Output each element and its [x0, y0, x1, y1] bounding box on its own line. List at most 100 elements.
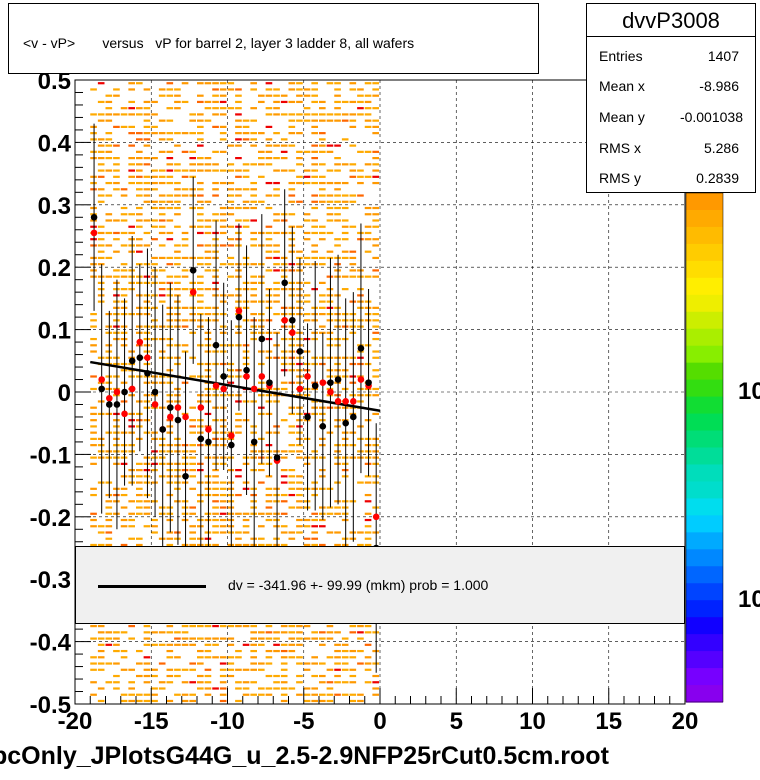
- histogram-bin: [189, 169, 196, 172]
- histogram-bin: [143, 88, 151, 91]
- histogram-bin: [280, 100, 288, 104]
- histogram-bin: [250, 681, 257, 684]
- data-point-black: [182, 472, 189, 480]
- histogram-bin: [120, 206, 128, 210]
- histogram-bin: [105, 631, 113, 634]
- histogram-bin: [349, 649, 357, 653]
- data-point-black: [174, 416, 182, 424]
- histogram-bin: [113, 231, 120, 235]
- histogram-bin: [212, 531, 219, 534]
- data-point-red: [357, 376, 365, 383]
- palette-cell: [686, 447, 723, 466]
- data-point-black: [151, 388, 159, 396]
- histogram-bin: [280, 169, 288, 172]
- histogram-bin: [326, 213, 334, 216]
- stats-key: RMS y: [599, 170, 641, 186]
- histogram-bin: [273, 100, 280, 104]
- histogram-bin: [235, 113, 242, 116]
- histogram-bin: [319, 263, 326, 266]
- histogram-bin: [273, 631, 280, 634]
- histogram-bin: [219, 88, 227, 91]
- histogram-bin: [326, 668, 334, 671]
- histogram-bin: [242, 625, 250, 628]
- data-point-black: [273, 454, 281, 461]
- histogram-bin: [227, 256, 235, 260]
- histogram-bin: [349, 125, 357, 128]
- histogram-bin: [204, 313, 212, 316]
- histogram-bin: [151, 256, 158, 260]
- histogram-bin: [197, 200, 204, 203]
- data-point-black: [334, 376, 342, 383]
- histogram-bin: [120, 244, 128, 247]
- histogram-bin: [136, 225, 143, 228]
- data-point-black: [220, 373, 227, 380]
- data-point-black: [311, 382, 319, 390]
- histogram-bin: [273, 157, 280, 160]
- histogram-bin: [273, 169, 280, 172]
- histogram-bin: [166, 200, 174, 203]
- histogram-bin: [311, 543, 318, 547]
- histogram-bin: [364, 625, 372, 628]
- histogram-bin: [120, 493, 128, 497]
- histogram-bin: [364, 275, 372, 278]
- histogram-bin: [303, 518, 311, 522]
- histogram-bin: [341, 231, 349, 235]
- histogram-bin: [128, 88, 135, 91]
- histogram-bin: [296, 88, 303, 91]
- histogram-bin: [250, 163, 257, 166]
- histogram-bin: [303, 231, 311, 235]
- histogram-bin: [319, 643, 326, 646]
- histogram-bin: [319, 693, 326, 696]
- histogram-bin: [219, 181, 227, 185]
- histogram-bin: [250, 643, 257, 646]
- histogram-bin: [273, 643, 280, 646]
- histogram-bin: [197, 231, 204, 235]
- histogram-bin: [212, 125, 219, 128]
- histogram-bin: [166, 537, 174, 540]
- histogram-bin: [265, 256, 273, 260]
- histogram-bin: [143, 188, 151, 191]
- histogram-bin: [280, 699, 288, 703]
- data-point-red: [342, 398, 349, 405]
- histogram-bin: [280, 450, 288, 453]
- histogram-bin: [105, 194, 113, 197]
- histogram-bin: [151, 169, 158, 172]
- histogram-bin: [158, 88, 166, 91]
- histogram-bin: [334, 693, 341, 696]
- palette-cell: [686, 668, 723, 686]
- histogram-bin: [280, 419, 288, 422]
- histogram-bin: [349, 699, 357, 703]
- histogram-bin: [364, 125, 372, 128]
- histogram-bin: [288, 444, 296, 447]
- histogram-bin: [250, 288, 257, 291]
- histogram-bin: [311, 631, 318, 634]
- histogram-bin: [311, 518, 318, 522]
- histogram-bin: [166, 194, 174, 197]
- histogram-bin: [113, 219, 120, 222]
- histogram-bin: [219, 125, 227, 128]
- histogram-bin: [105, 681, 113, 684]
- histogram-bin: [97, 643, 105, 646]
- histogram-bin: [326, 82, 334, 85]
- histogram-bin: [311, 674, 318, 678]
- histogram-bin: [334, 662, 341, 665]
- histogram-bin: [273, 244, 280, 247]
- histogram-bin: [311, 537, 318, 540]
- histogram-bin: [128, 144, 135, 147]
- palette-cell: [686, 209, 723, 228]
- histogram-bin: [143, 113, 151, 116]
- histogram-bin: [311, 169, 318, 172]
- histogram-bin: [334, 94, 341, 97]
- histogram-bin: [349, 194, 357, 197]
- histogram-bin: [136, 462, 143, 465]
- histogram-bin: [280, 681, 288, 684]
- histogram-bin: [181, 132, 189, 135]
- histogram-bin: [90, 113, 97, 116]
- histogram-bin: [265, 113, 273, 116]
- histogram-bin: [197, 225, 204, 228]
- histogram-bin: [265, 631, 273, 634]
- histogram-bin: [128, 169, 135, 172]
- histogram-bin: [265, 637, 273, 640]
- histogram-bin: [166, 157, 174, 160]
- histogram-bin: [204, 656, 212, 659]
